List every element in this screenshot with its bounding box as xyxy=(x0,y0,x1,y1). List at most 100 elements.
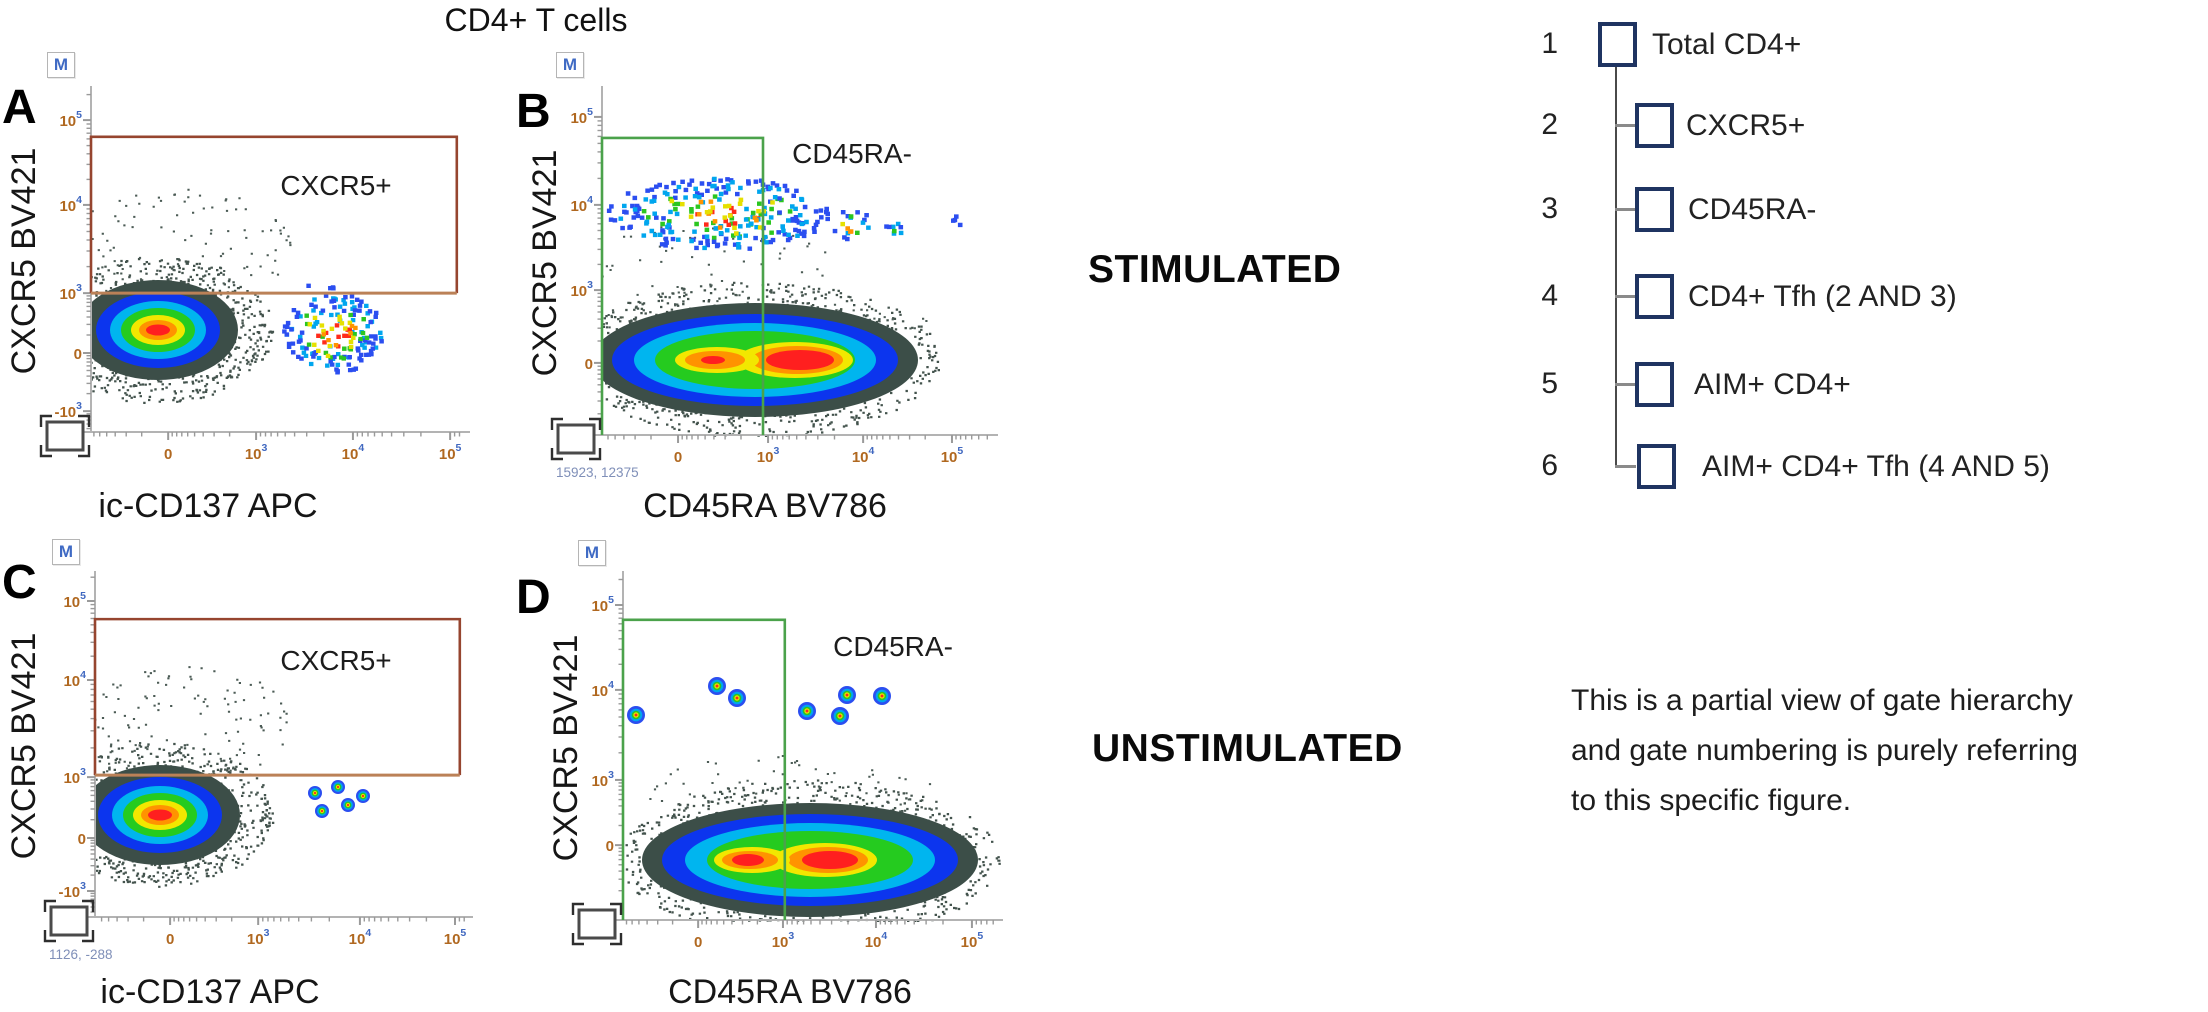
rainbow-cluster xyxy=(848,214,860,235)
hierarchy-item-label: Total CD4+ xyxy=(1652,28,1802,61)
selection-corner-handle xyxy=(610,933,623,946)
x-axis-title: ic-CD137 APC xyxy=(98,487,317,525)
selection-corner-handle xyxy=(39,414,52,427)
gate-box-icon xyxy=(1598,22,1637,67)
rainbow-cluster xyxy=(321,323,358,348)
tick-label: 0 xyxy=(606,838,614,855)
density-population xyxy=(91,280,238,380)
rainbow-cluster xyxy=(606,177,830,251)
flow-plot-B: 0 103 104 105 105 104 103 0 CD45RA- 15923, 12375 C… xyxy=(526,86,998,525)
hierarchy-item-number: 6 xyxy=(1541,449,1558,482)
rainbow-cluster xyxy=(884,224,904,230)
x-axis-title: ic-CD137 APC xyxy=(100,973,319,1011)
tick-label: 104 xyxy=(342,442,365,463)
hierarchy-branch-line xyxy=(1615,124,1636,127)
tick-label: 105 xyxy=(59,109,82,130)
density-population xyxy=(602,303,918,417)
gate-outline xyxy=(600,136,765,435)
hierarchy-branch-line xyxy=(1615,465,1636,468)
hierarchy-item-label: AIM+ CD4+ xyxy=(1694,368,1851,401)
selection-rect-icon xyxy=(577,908,617,940)
rainbow-cluster xyxy=(304,312,370,361)
panel-letter-B: B xyxy=(516,85,551,138)
tick-label: 103 xyxy=(591,769,614,790)
selection-corner-handle xyxy=(610,902,623,915)
tick-label: -103 xyxy=(58,880,86,901)
stimulated-label: STIMULATED xyxy=(1088,248,1342,291)
selection-corner-handle xyxy=(589,448,602,461)
note-text: This is a partial view of gate hierarchy… xyxy=(1571,676,2101,826)
hierarchy-branch-line xyxy=(1615,383,1636,386)
tick-label: 0 xyxy=(78,831,86,848)
tick-label: 0 xyxy=(585,356,593,373)
selection-corner-handle xyxy=(43,930,56,943)
rainbow-cluster xyxy=(641,194,793,241)
gate-box-icon xyxy=(1635,274,1674,319)
selection-rect-icon xyxy=(556,423,596,455)
gate-label: CD45RA- xyxy=(792,138,912,169)
tick-label: 104 xyxy=(570,194,593,215)
rainbow-cluster xyxy=(951,214,963,228)
mini-clusters xyxy=(627,677,891,725)
gate-box-icon xyxy=(1637,444,1676,489)
y-axis-title: CXCR5 BV421 xyxy=(5,148,43,375)
note-line-1: This is a partial view of gate hierarchy xyxy=(1571,684,2073,717)
cursor-coords: 1126, -288 xyxy=(49,947,113,962)
tick-label: 103 xyxy=(570,279,593,300)
populations xyxy=(91,188,384,404)
tick-label: 103 xyxy=(245,442,268,463)
hierarchy-item-label: CD4+ Tfh (2 AND 3) xyxy=(1688,280,1957,313)
selection-corner-handle xyxy=(550,448,563,461)
y-axis-title: CXCR5 BV421 xyxy=(5,633,43,860)
note-line-2: and gate numbering is purely referring xyxy=(1571,734,2078,767)
tick-label: 0 xyxy=(164,446,172,463)
density-population xyxy=(642,803,978,917)
tick-label: 104 xyxy=(63,669,86,690)
rainbow-cluster xyxy=(845,215,871,236)
rainbow-cluster xyxy=(890,221,904,236)
populations xyxy=(602,176,963,437)
rainbow-cluster xyxy=(306,283,336,298)
tick-label: 103 xyxy=(63,766,86,787)
selection-rect-icon xyxy=(45,420,85,452)
tick-label: 103 xyxy=(247,927,270,948)
figure-title: CD4+ T cells xyxy=(444,2,628,38)
hierarchy-item-number: 1 xyxy=(1541,27,1558,60)
panel-letter-C: C xyxy=(2,556,37,609)
mini-clusters xyxy=(308,780,370,818)
rainbow-cluster xyxy=(832,210,869,242)
tick-label: 103 xyxy=(772,930,795,951)
unstimulated-label: UNSTIMULATED xyxy=(1092,727,1403,770)
note-line-3: to this specific figure. xyxy=(1571,784,1852,817)
tick-label: 0 xyxy=(694,934,702,951)
populations xyxy=(623,677,1001,922)
y-axis-title: CXCR5 BV421 xyxy=(547,635,585,862)
gate-box-icon xyxy=(1635,187,1674,232)
gate-outline xyxy=(89,135,459,294)
rainbow-cluster xyxy=(845,226,854,234)
tick-label: 104 xyxy=(591,679,614,700)
x-axis-title: CD45RA BV786 xyxy=(668,973,912,1011)
rainbow-cluster xyxy=(284,296,384,368)
hierarchy-item-label: CXCR5+ xyxy=(1686,109,1806,142)
density-population xyxy=(95,765,240,865)
tick-label: 103 xyxy=(59,282,82,303)
hierarchy-trunk-line xyxy=(1615,66,1617,468)
m-marker-icon: M xyxy=(47,52,75,78)
gate-label: CXCR5+ xyxy=(280,170,391,201)
populations xyxy=(95,666,370,888)
selection-corner-handle xyxy=(82,899,95,912)
selection-corner-handle xyxy=(589,417,602,430)
tick-label: 104 xyxy=(349,927,372,948)
tick-label: 105 xyxy=(439,442,462,463)
tick-label: 104 xyxy=(59,194,82,215)
hierarchy-item-label: AIM+ CD4+ Tfh (4 AND 5) xyxy=(1702,450,2050,483)
hierarchy-item-number: 5 xyxy=(1541,367,1558,400)
rainbow-cluster xyxy=(282,294,384,375)
selection-corner-handle xyxy=(550,417,563,430)
rainbow-cluster xyxy=(307,314,356,359)
gate-label: CD45RA- xyxy=(833,631,953,662)
